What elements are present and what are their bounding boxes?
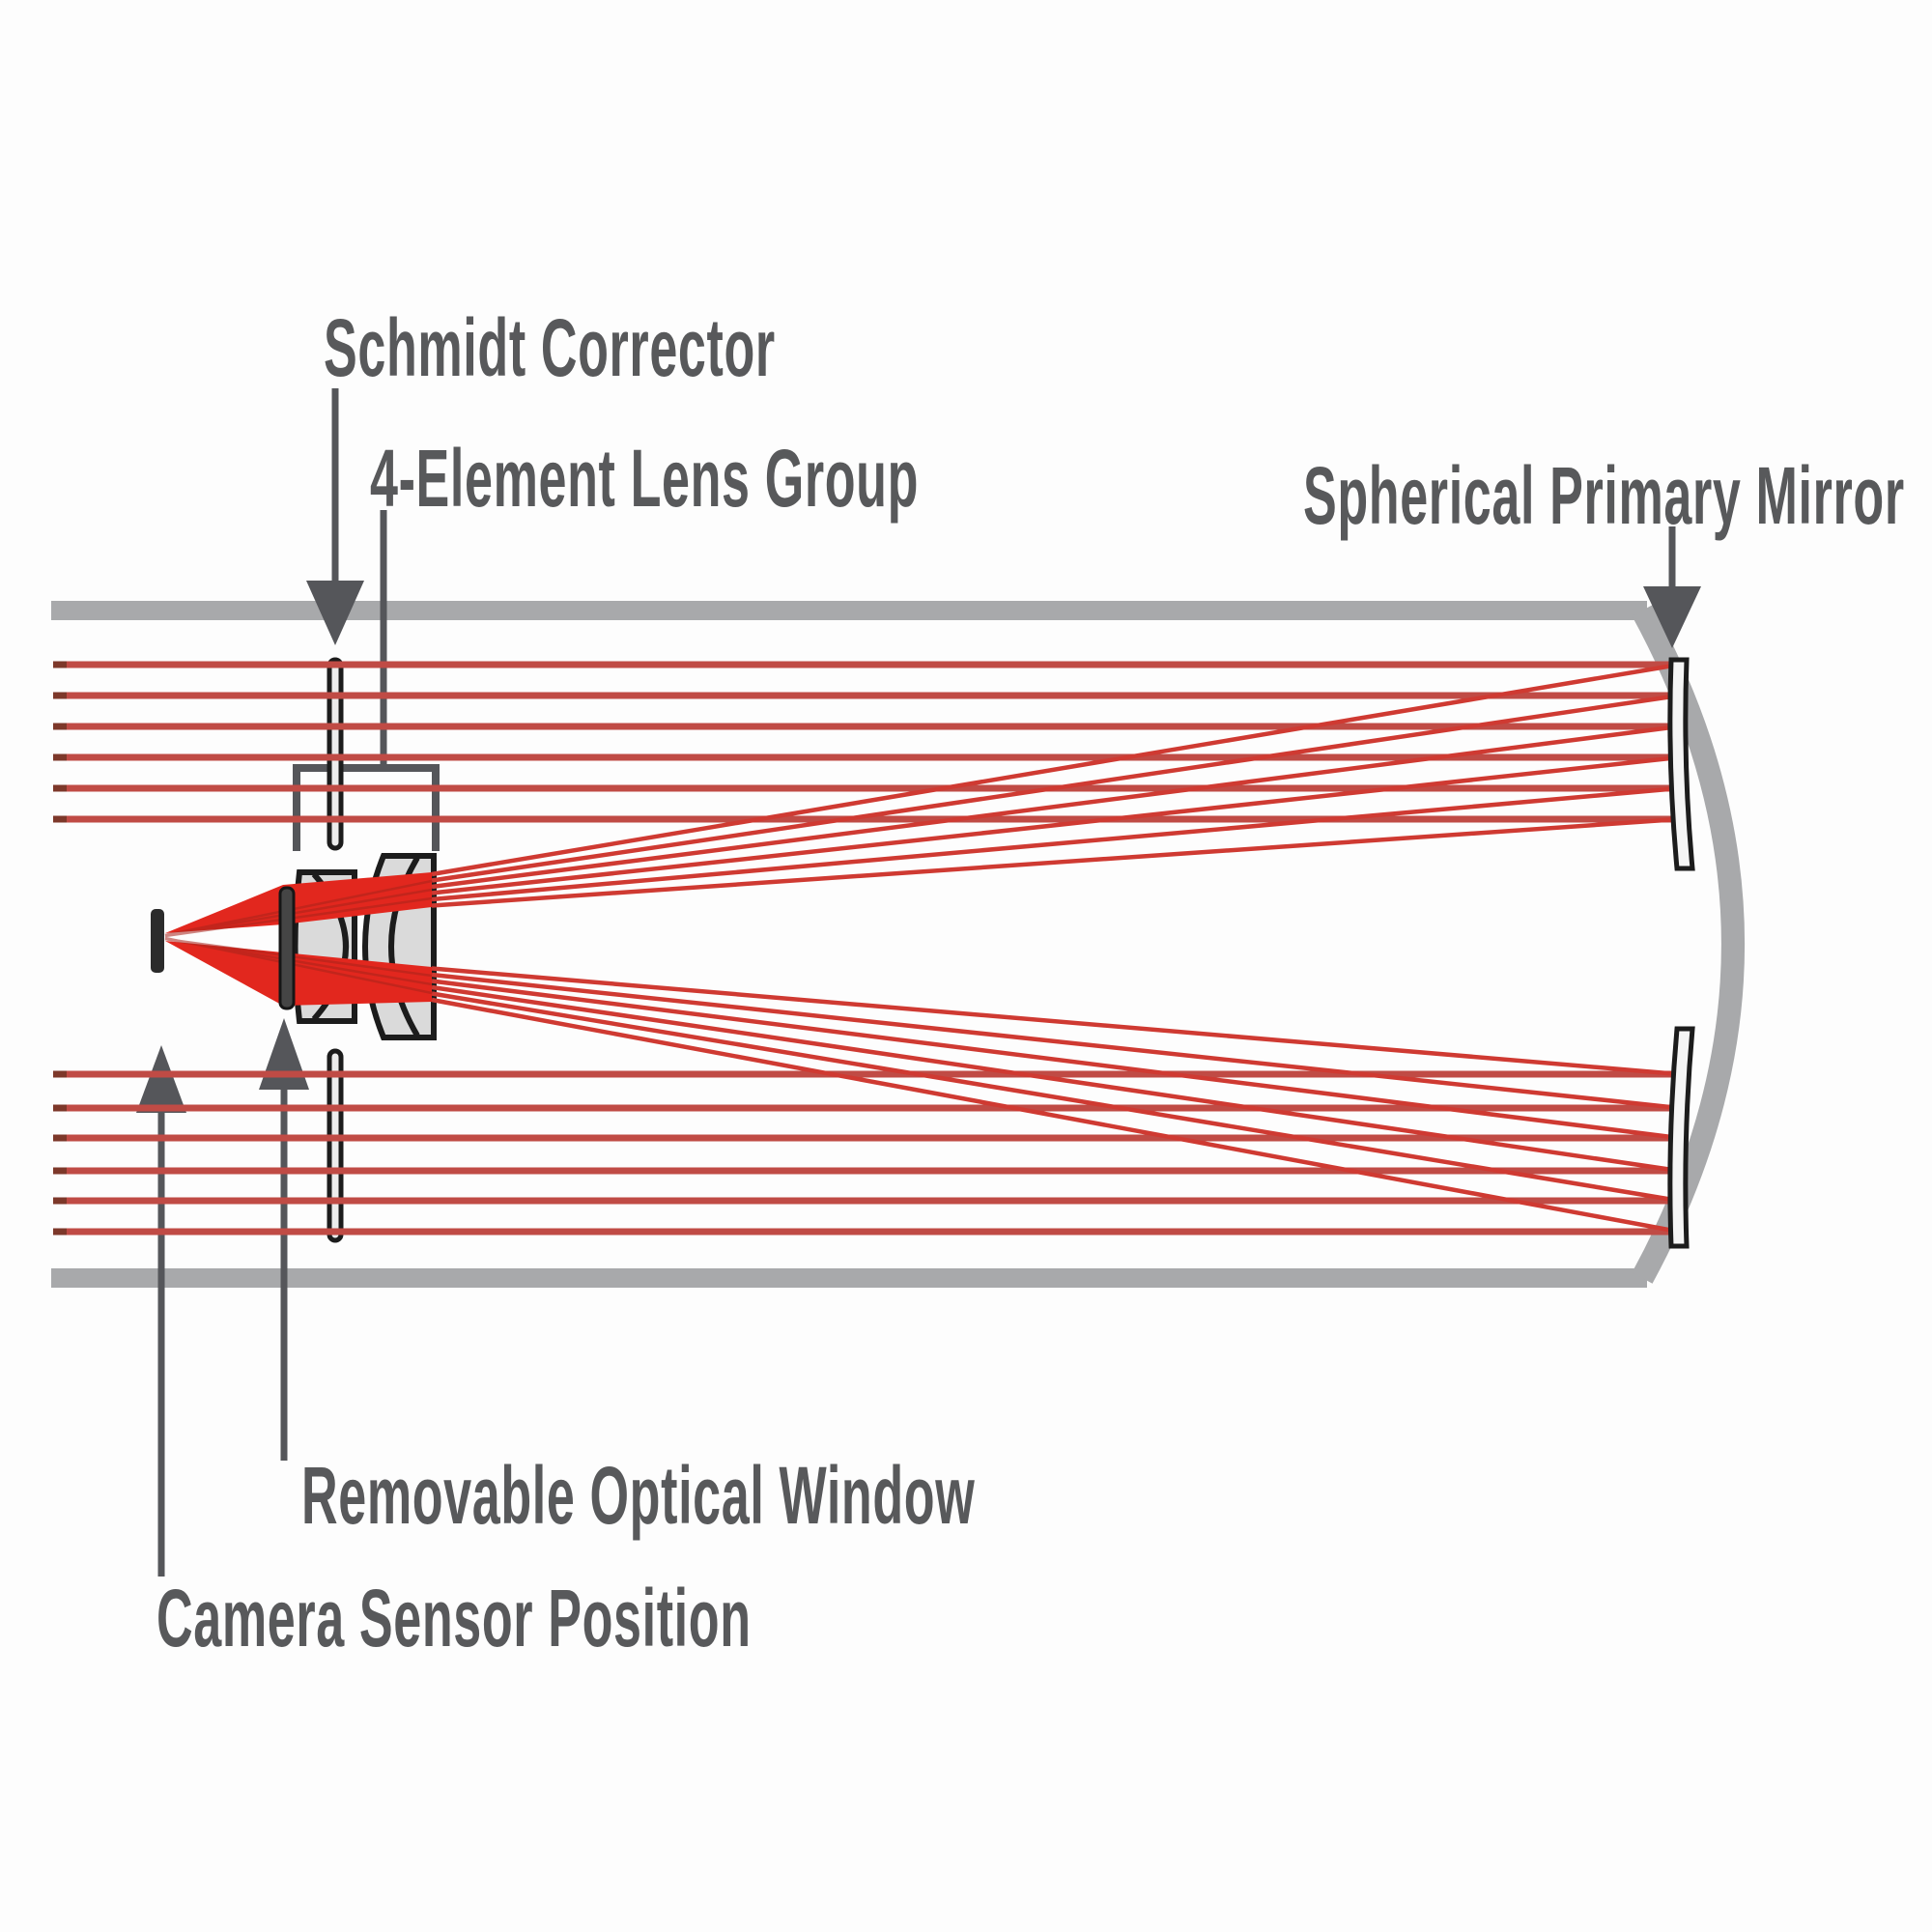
label-primary-mirror: Spherical Primary Mirror bbox=[1303, 450, 1905, 541]
camera-sensor bbox=[151, 909, 164, 973]
reflected-light-ray bbox=[431, 816, 1680, 908]
up-arrow-icon bbox=[136, 1045, 186, 1113]
removable-optical-window bbox=[278, 886, 296, 1010]
down-arrow-icon bbox=[1643, 586, 1701, 648]
lens-group-bracket bbox=[293, 764, 440, 851]
reflected-light-ray bbox=[431, 979, 1680, 1141]
reflected-light-ray bbox=[431, 754, 1680, 895]
tube-bottom-wall bbox=[51, 1268, 1647, 1288]
annotation-leaders bbox=[157, 388, 1676, 1577]
reflected-light-ray bbox=[431, 984, 1680, 1174]
focused-beam-bottom bbox=[165, 941, 432, 1006]
beam-striations bbox=[164, 879, 433, 995]
tube-top-wall bbox=[51, 601, 1647, 620]
reflected-light-ray bbox=[431, 693, 1680, 883]
reflected-light-ray bbox=[431, 785, 1680, 902]
reflected-light-ray bbox=[431, 662, 1680, 877]
reflected-light-ray bbox=[431, 997, 1680, 1235]
label-schmidt-corrector: Schmidt Corrector bbox=[324, 302, 776, 393]
label-optical-window: Removable Optical Window bbox=[301, 1450, 976, 1541]
primary-mirror-upper-segment bbox=[1667, 657, 1695, 871]
focused-beam-top bbox=[165, 872, 432, 933]
primary-mirror-lower-segment bbox=[1667, 1026, 1695, 1249]
label-camera-sensor: Camera Sensor Position bbox=[156, 1573, 752, 1663]
reflected-light-ray bbox=[431, 724, 1680, 890]
reflected-converging-rays bbox=[431, 662, 1680, 1235]
up-arrow-icon bbox=[259, 1018, 309, 1090]
reflected-light-ray bbox=[431, 991, 1680, 1204]
label-lens-group: 4-Element Lens Group bbox=[370, 433, 920, 524]
spherical-primary-mirror bbox=[1667, 657, 1695, 1249]
annotation-arrowheads bbox=[136, 581, 1701, 1113]
reflected-light-ray bbox=[431, 966, 1680, 1077]
reflected-light-ray bbox=[431, 972, 1680, 1111]
down-arrow-icon bbox=[306, 581, 364, 645]
focused-beam bbox=[164, 872, 433, 1006]
corrector-lower-half bbox=[327, 1048, 344, 1243]
